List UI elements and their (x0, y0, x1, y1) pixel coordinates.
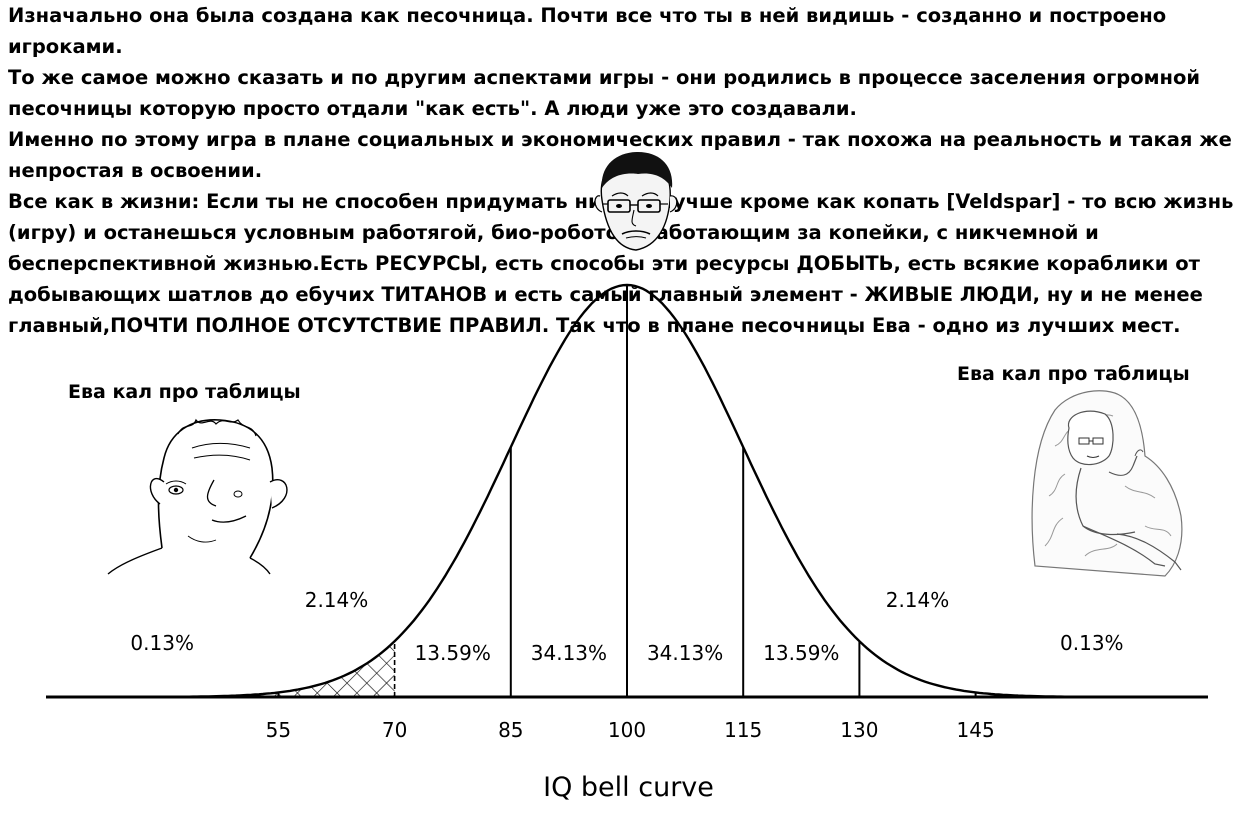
x-tick-label-100: 100 (608, 718, 646, 742)
meme-paragraph-3: Именно по этому игра в плане социальных … (8, 128, 1232, 182)
region-label-7: 2.14% (886, 588, 950, 612)
caption-left: Ева кал про таблицы (68, 381, 301, 403)
caption-right: Ева кал про таблицы (957, 363, 1190, 385)
region-label-6: 13.59% (763, 641, 839, 665)
meme-paragraph-1: Изначально она была создана как песочниц… (8, 4, 1167, 58)
region-label-4: 34.13% (531, 641, 607, 665)
bell-curve-line (46, 283, 1208, 699)
region-label-2: 2.14% (305, 588, 369, 612)
region-labels: 0.13% 2.14% 13.59% 34.13% 34.13% 13.59% 2.14% 0… (130, 588, 1123, 665)
x-tick-label-55: 55 (266, 718, 291, 742)
region-label-3: 13.59% (415, 641, 491, 665)
region-label-8: 0.13% (1060, 631, 1124, 655)
chart-title: IQ bell curve (543, 772, 714, 803)
x-tick-label-130: 130 (840, 718, 878, 742)
meme-paragraph-2: То же самое можно сказать и по другим ас… (8, 66, 1201, 120)
x-tick-label-85: 85 (498, 718, 523, 742)
boundary-lines (277, 285, 977, 697)
wojak-glasses-icon (594, 152, 678, 251)
region-label-1: 0.13% (130, 631, 194, 655)
x-tick-label-70: 70 (382, 718, 407, 742)
region-label-5: 34.13% (647, 641, 723, 665)
wojak-brainlet-icon (107, 418, 288, 575)
galaxy-brain-wojak-icon (1031, 390, 1183, 577)
x-tick-labels: 55 70 85 100 115 130 145 (266, 718, 995, 742)
x-tick-label-145: 145 (957, 718, 995, 742)
x-tick-label-115: 115 (724, 718, 762, 742)
